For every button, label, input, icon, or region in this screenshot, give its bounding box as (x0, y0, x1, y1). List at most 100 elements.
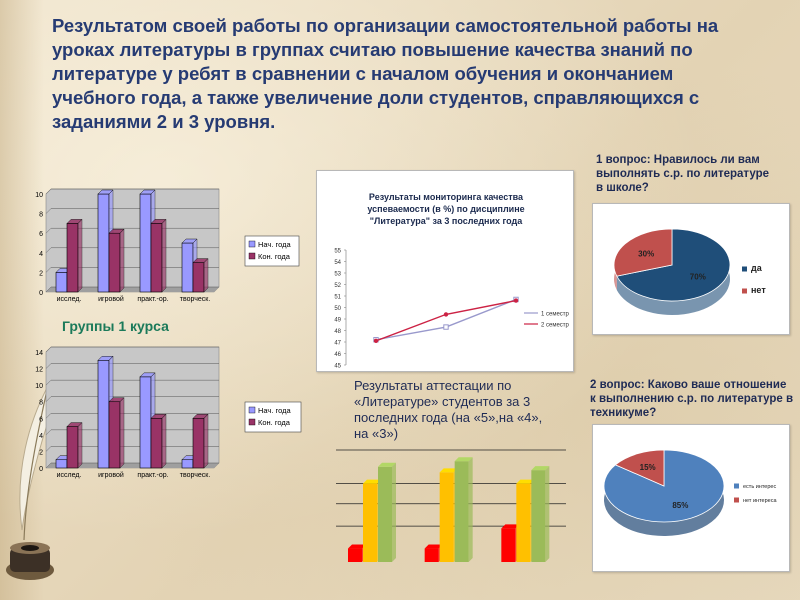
bar-side (203, 257, 209, 293)
monitoring-chart-panel (316, 170, 574, 372)
bar (139, 376, 152, 469)
bar-top (516, 479, 535, 484)
bar (531, 470, 546, 562)
legend-label: Кон. года (258, 252, 291, 261)
bar (192, 262, 205, 293)
pie-slice (614, 449, 665, 487)
legend-label: Нач. года (258, 240, 291, 249)
legend-label: да (751, 263, 763, 273)
bar (97, 359, 110, 469)
chart-title: Результаты мониторинга качества (369, 192, 524, 202)
bar (348, 548, 362, 562)
pie-slice (603, 449, 725, 523)
data-point (443, 324, 449, 330)
bar (181, 459, 194, 469)
bar (363, 483, 377, 562)
grid-line (45, 286, 52, 293)
bar (139, 193, 152, 293)
legend-swatch (248, 418, 256, 426)
legend-label: 2 семестр (541, 323, 570, 329)
y-tick-label: 10 (35, 192, 43, 199)
category-label: практ.-ор. (137, 472, 168, 479)
legend-swatch (248, 252, 256, 260)
legend-swatch (742, 288, 747, 294)
grid-line (45, 228, 52, 234)
monitoring-line-chart: Результаты мониторинга качества успеваемо… (334, 192, 570, 370)
data-point (443, 312, 449, 317)
groups-bar-chart-top: 0 2 4 6 8 10 исслед. игровой практ.-ор. творческ.… (35, 188, 300, 303)
category-label: исслед. (57, 296, 82, 303)
y-tick-label: 54 (334, 260, 341, 266)
bar-top (348, 544, 366, 549)
bar-side (77, 421, 83, 469)
question2-caption: 2 вопрос: Каково ваше отношение к выполн… (590, 379, 794, 419)
legend-swatch (742, 266, 747, 272)
bar-top (531, 466, 550, 471)
legend-label: есть интерес (743, 484, 776, 490)
grid-line (45, 363, 52, 369)
y-tick-label: 52 (334, 283, 341, 289)
y-tick-label: 2 (39, 449, 43, 456)
bar-top (501, 524, 520, 529)
slide-heading: Результатом своей работы по организации … (52, 15, 719, 132)
attestation-bar-chart (336, 449, 566, 562)
y-tick-label: 0 (39, 466, 43, 473)
grid-line (45, 396, 52, 402)
y-tick-label: 45 (334, 364, 341, 370)
y-tick-label: 12 (35, 367, 43, 374)
bar (150, 417, 163, 469)
category-label: игровой (98, 295, 124, 303)
pie-data-label: 30% (638, 249, 654, 258)
bar (150, 223, 163, 293)
bar-side (119, 228, 125, 293)
question1-caption: 1 вопрос: Нравилось ли вам выполнять с.р… (596, 154, 770, 194)
y-tick-label: 10 (35, 383, 43, 390)
pie-data-label: 70% (690, 273, 706, 282)
bar-side (161, 218, 167, 293)
y-tick-label: 2 (39, 270, 43, 277)
bar (516, 483, 531, 562)
y-tick-label: 53 (334, 272, 341, 278)
data-point (373, 338, 379, 344)
grid-line (45, 413, 52, 419)
y-tick-label: 0 (39, 290, 43, 297)
y-tick-label: 51 (334, 295, 341, 301)
y-tick-label: 6 (39, 416, 43, 423)
bar (55, 272, 68, 293)
grid-line (45, 462, 52, 469)
groups-bar-chart-bottom: 0 2 4 6 8 10 12 14 исслед. игровой практ.-ор. творч… (35, 346, 302, 479)
pie-data-label: 15% (640, 463, 656, 472)
category-label: практ.-ор. (137, 296, 168, 303)
category-label: игровой (98, 471, 124, 479)
legend-label: нет (751, 285, 766, 295)
bar-top (424, 544, 443, 549)
grid-line (45, 429, 52, 436)
quill-inkwell-icon (6, 384, 54, 580)
grid-line (45, 446, 52, 452)
bar-top (439, 468, 458, 473)
bar (66, 426, 79, 469)
legend-label: Нач. года (258, 406, 291, 415)
y-tick-label: 46 (334, 352, 341, 358)
bar (439, 472, 454, 562)
bar (378, 466, 392, 562)
grid-line (45, 346, 52, 353)
bar-side (161, 413, 167, 469)
bar (108, 401, 121, 469)
legend-swatch (734, 483, 739, 489)
plot-floor (46, 287, 219, 292)
bar (424, 548, 439, 562)
series-line (375, 299, 517, 342)
bar-top (378, 462, 396, 467)
bar-side (392, 462, 396, 562)
data-point (513, 298, 519, 303)
category-label: исслед. (57, 472, 82, 479)
y-tick-label: 4 (39, 251, 43, 258)
pie-slice (616, 228, 731, 302)
y-tick-label: 6 (39, 231, 43, 238)
category-label: творческ. (180, 472, 211, 479)
legend-label: 1 семестр (541, 312, 570, 318)
pie-chart-question1: да нет 70% 30% (613, 228, 766, 315)
legend-label: Кон. года (258, 418, 291, 427)
